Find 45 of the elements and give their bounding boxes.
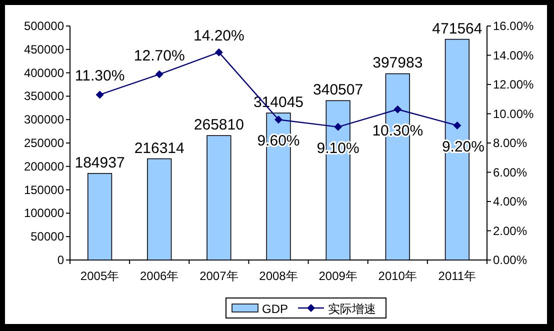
y2-tick-label: 16.00% bbox=[493, 19, 534, 33]
x-tick-label: 2009年 bbox=[318, 269, 358, 283]
data-label: 11.30% bbox=[74, 68, 125, 85]
y2-tick-label: 10.00% bbox=[493, 106, 534, 121]
data-label: 471564 bbox=[432, 20, 482, 38]
y-tick-label: 400000 bbox=[24, 66, 64, 80]
data-label: 216314 bbox=[134, 140, 184, 157]
y2-tick-label: 14.00% bbox=[493, 48, 534, 62]
y-tick-label: 150000 bbox=[24, 182, 64, 197]
point bbox=[334, 122, 342, 131]
data-label: 12.70% bbox=[134, 47, 185, 64]
data-label: 184937 bbox=[74, 154, 125, 172]
y2-tick-label: 2.00% bbox=[493, 224, 528, 238]
y-tick-label: 350000 bbox=[24, 89, 64, 104]
legend-label: GDP bbox=[262, 302, 288, 316]
point bbox=[274, 116, 282, 124]
x-tick-label: 2010年 bbox=[378, 269, 417, 283]
y-tick-label: 450000 bbox=[24, 42, 64, 56]
y2-tick-label: 6.00% bbox=[493, 165, 528, 180]
x-tick-label: 2011年 bbox=[438, 269, 476, 283]
data-label: 397983 bbox=[372, 54, 423, 72]
y2-tick-label: 12.00% bbox=[493, 78, 534, 92]
point bbox=[453, 121, 462, 130]
y2-tick-label: 4.00% bbox=[493, 194, 528, 208]
point bbox=[394, 105, 402, 114]
point bbox=[96, 90, 104, 99]
y-tick-label: 300000 bbox=[24, 112, 64, 127]
x-tick-label: 2007年 bbox=[200, 269, 238, 283]
data-label: 340507 bbox=[313, 82, 364, 99]
x-tick-label: 2006年 bbox=[140, 269, 179, 283]
data-label: 265810 bbox=[194, 116, 244, 134]
y-tick-label: 200000 bbox=[24, 159, 64, 174]
point bbox=[155, 70, 164, 78]
data-label: 14.20% bbox=[193, 27, 244, 44]
point bbox=[214, 48, 223, 56]
y-tick-label: 250000 bbox=[24, 136, 64, 150]
y-tick-label: 100000 bbox=[24, 206, 64, 220]
y-tick-label: 500000 bbox=[24, 19, 64, 33]
x-tick-label: 2008年 bbox=[259, 269, 298, 283]
y-tick-label: 0 bbox=[57, 253, 64, 267]
y2-tick-label: 8.00% bbox=[493, 136, 528, 150]
y-tick-label: 50000 bbox=[30, 230, 64, 244]
legend-label: 实际增速 bbox=[328, 302, 376, 316]
x-tick-label: 2005年 bbox=[80, 269, 120, 283]
y2-tick-label: 0.00% bbox=[493, 253, 528, 267]
